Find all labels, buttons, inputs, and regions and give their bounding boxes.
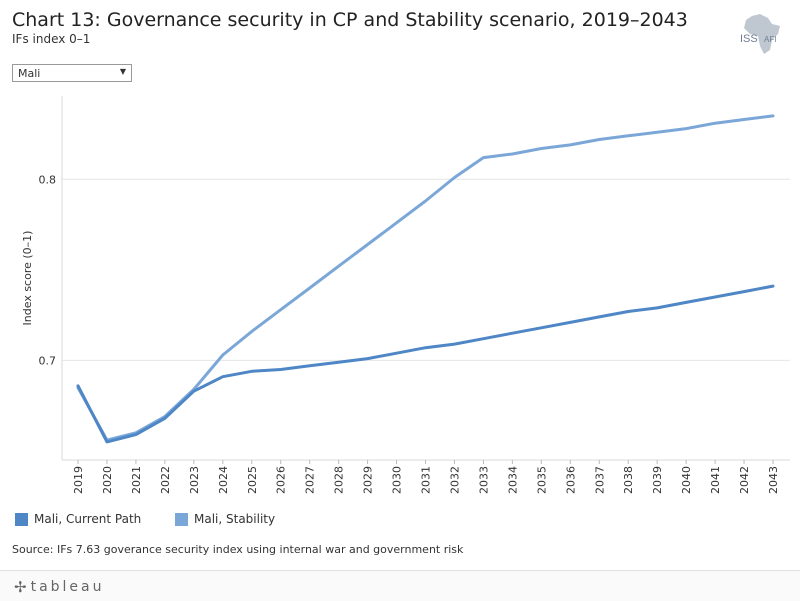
x-tick-label: 2022 bbox=[159, 466, 172, 494]
y-tick-labels: 0.7 0.8 bbox=[39, 173, 57, 367]
series-line-stability bbox=[76, 114, 775, 442]
x-tick-label: 2030 bbox=[391, 466, 404, 494]
x-tick-label: 2033 bbox=[477, 466, 490, 494]
africa-map-icon bbox=[744, 14, 780, 54]
tableau-plus-icon: ✢ bbox=[14, 578, 27, 596]
x-tick-label: 2036 bbox=[564, 466, 577, 494]
y-tick-label: 0.7 bbox=[39, 354, 57, 367]
x-tick-label: 2026 bbox=[275, 466, 288, 494]
x-tick-label: 2023 bbox=[188, 466, 201, 494]
legend-swatch bbox=[15, 512, 28, 526]
legend-item-current-path[interactable]: Mali, Current Path bbox=[15, 512, 141, 526]
chart-subtitle: IFs index 0–1 bbox=[12, 32, 91, 46]
x-tick-labels: 2019 2020 2021 2022 2023 2024 2025 2026 2027 2028… bbox=[72, 460, 780, 494]
source-note: Source: IFs 7.63 goverance security inde… bbox=[12, 543, 464, 556]
legend-label: Mali, Current Path bbox=[34, 512, 142, 526]
x-tick-label: 2042 bbox=[738, 466, 751, 494]
x-tick-label: 2034 bbox=[506, 466, 519, 494]
legend-item-stability[interactable]: Mali, Stability bbox=[175, 512, 275, 526]
x-tick-label: 2031 bbox=[420, 466, 433, 494]
x-tick-label: 2027 bbox=[304, 466, 317, 494]
x-tick-label: 2024 bbox=[217, 466, 230, 494]
logo-subtext: AFI bbox=[764, 35, 776, 44]
logo-text: ISS bbox=[740, 33, 758, 45]
x-tick-label: 2038 bbox=[622, 466, 635, 494]
x-tick-label: 2029 bbox=[362, 466, 375, 494]
x-tick-label: 2019 bbox=[72, 466, 85, 494]
x-tick-label: 2020 bbox=[101, 466, 114, 494]
legend-swatch bbox=[175, 512, 188, 526]
x-tick-label: 2025 bbox=[246, 466, 259, 494]
legend-label: Mali, Stability bbox=[194, 512, 276, 526]
iss-africa-logo: ISS AFI bbox=[740, 14, 780, 54]
x-tick-label: 2039 bbox=[651, 466, 664, 494]
gridlines bbox=[62, 178, 790, 361]
page-title: Chart 13: Governance security in CP and … bbox=[12, 9, 688, 31]
country-dropdown[interactable]: Mali ▼ bbox=[12, 64, 132, 82]
x-tick-label: 2037 bbox=[593, 466, 606, 494]
line-chart: 0.70.8 2019 2020 2021 2022 2023 2024 2025 2026 2… bbox=[21, 96, 790, 494]
chevron-down-icon: ▼ bbox=[119, 67, 126, 76]
x-tick-label: 2028 bbox=[333, 466, 346, 494]
x-tick-label: 2043 bbox=[767, 466, 780, 494]
x-tick-label: 2040 bbox=[680, 466, 693, 494]
tableau-footer: ✢ tableau bbox=[0, 570, 800, 601]
x-tick-label: 2041 bbox=[709, 466, 722, 494]
x-tick-label: 2021 bbox=[130, 466, 143, 494]
tableau-brand[interactable]: ✢ tableau bbox=[14, 578, 105, 596]
series-lines bbox=[76, 114, 775, 444]
x-tick-label: 2032 bbox=[448, 466, 461, 494]
y-tick-label: 0.8 bbox=[39, 173, 57, 186]
x-tick-label: 2035 bbox=[535, 466, 548, 494]
country-dropdown-value: Mali bbox=[18, 67, 41, 80]
tableau-brand-text: tableau bbox=[30, 579, 105, 595]
y-axis-label: Index score (0–1) bbox=[21, 231, 34, 326]
series-line-current-path bbox=[76, 284, 775, 444]
